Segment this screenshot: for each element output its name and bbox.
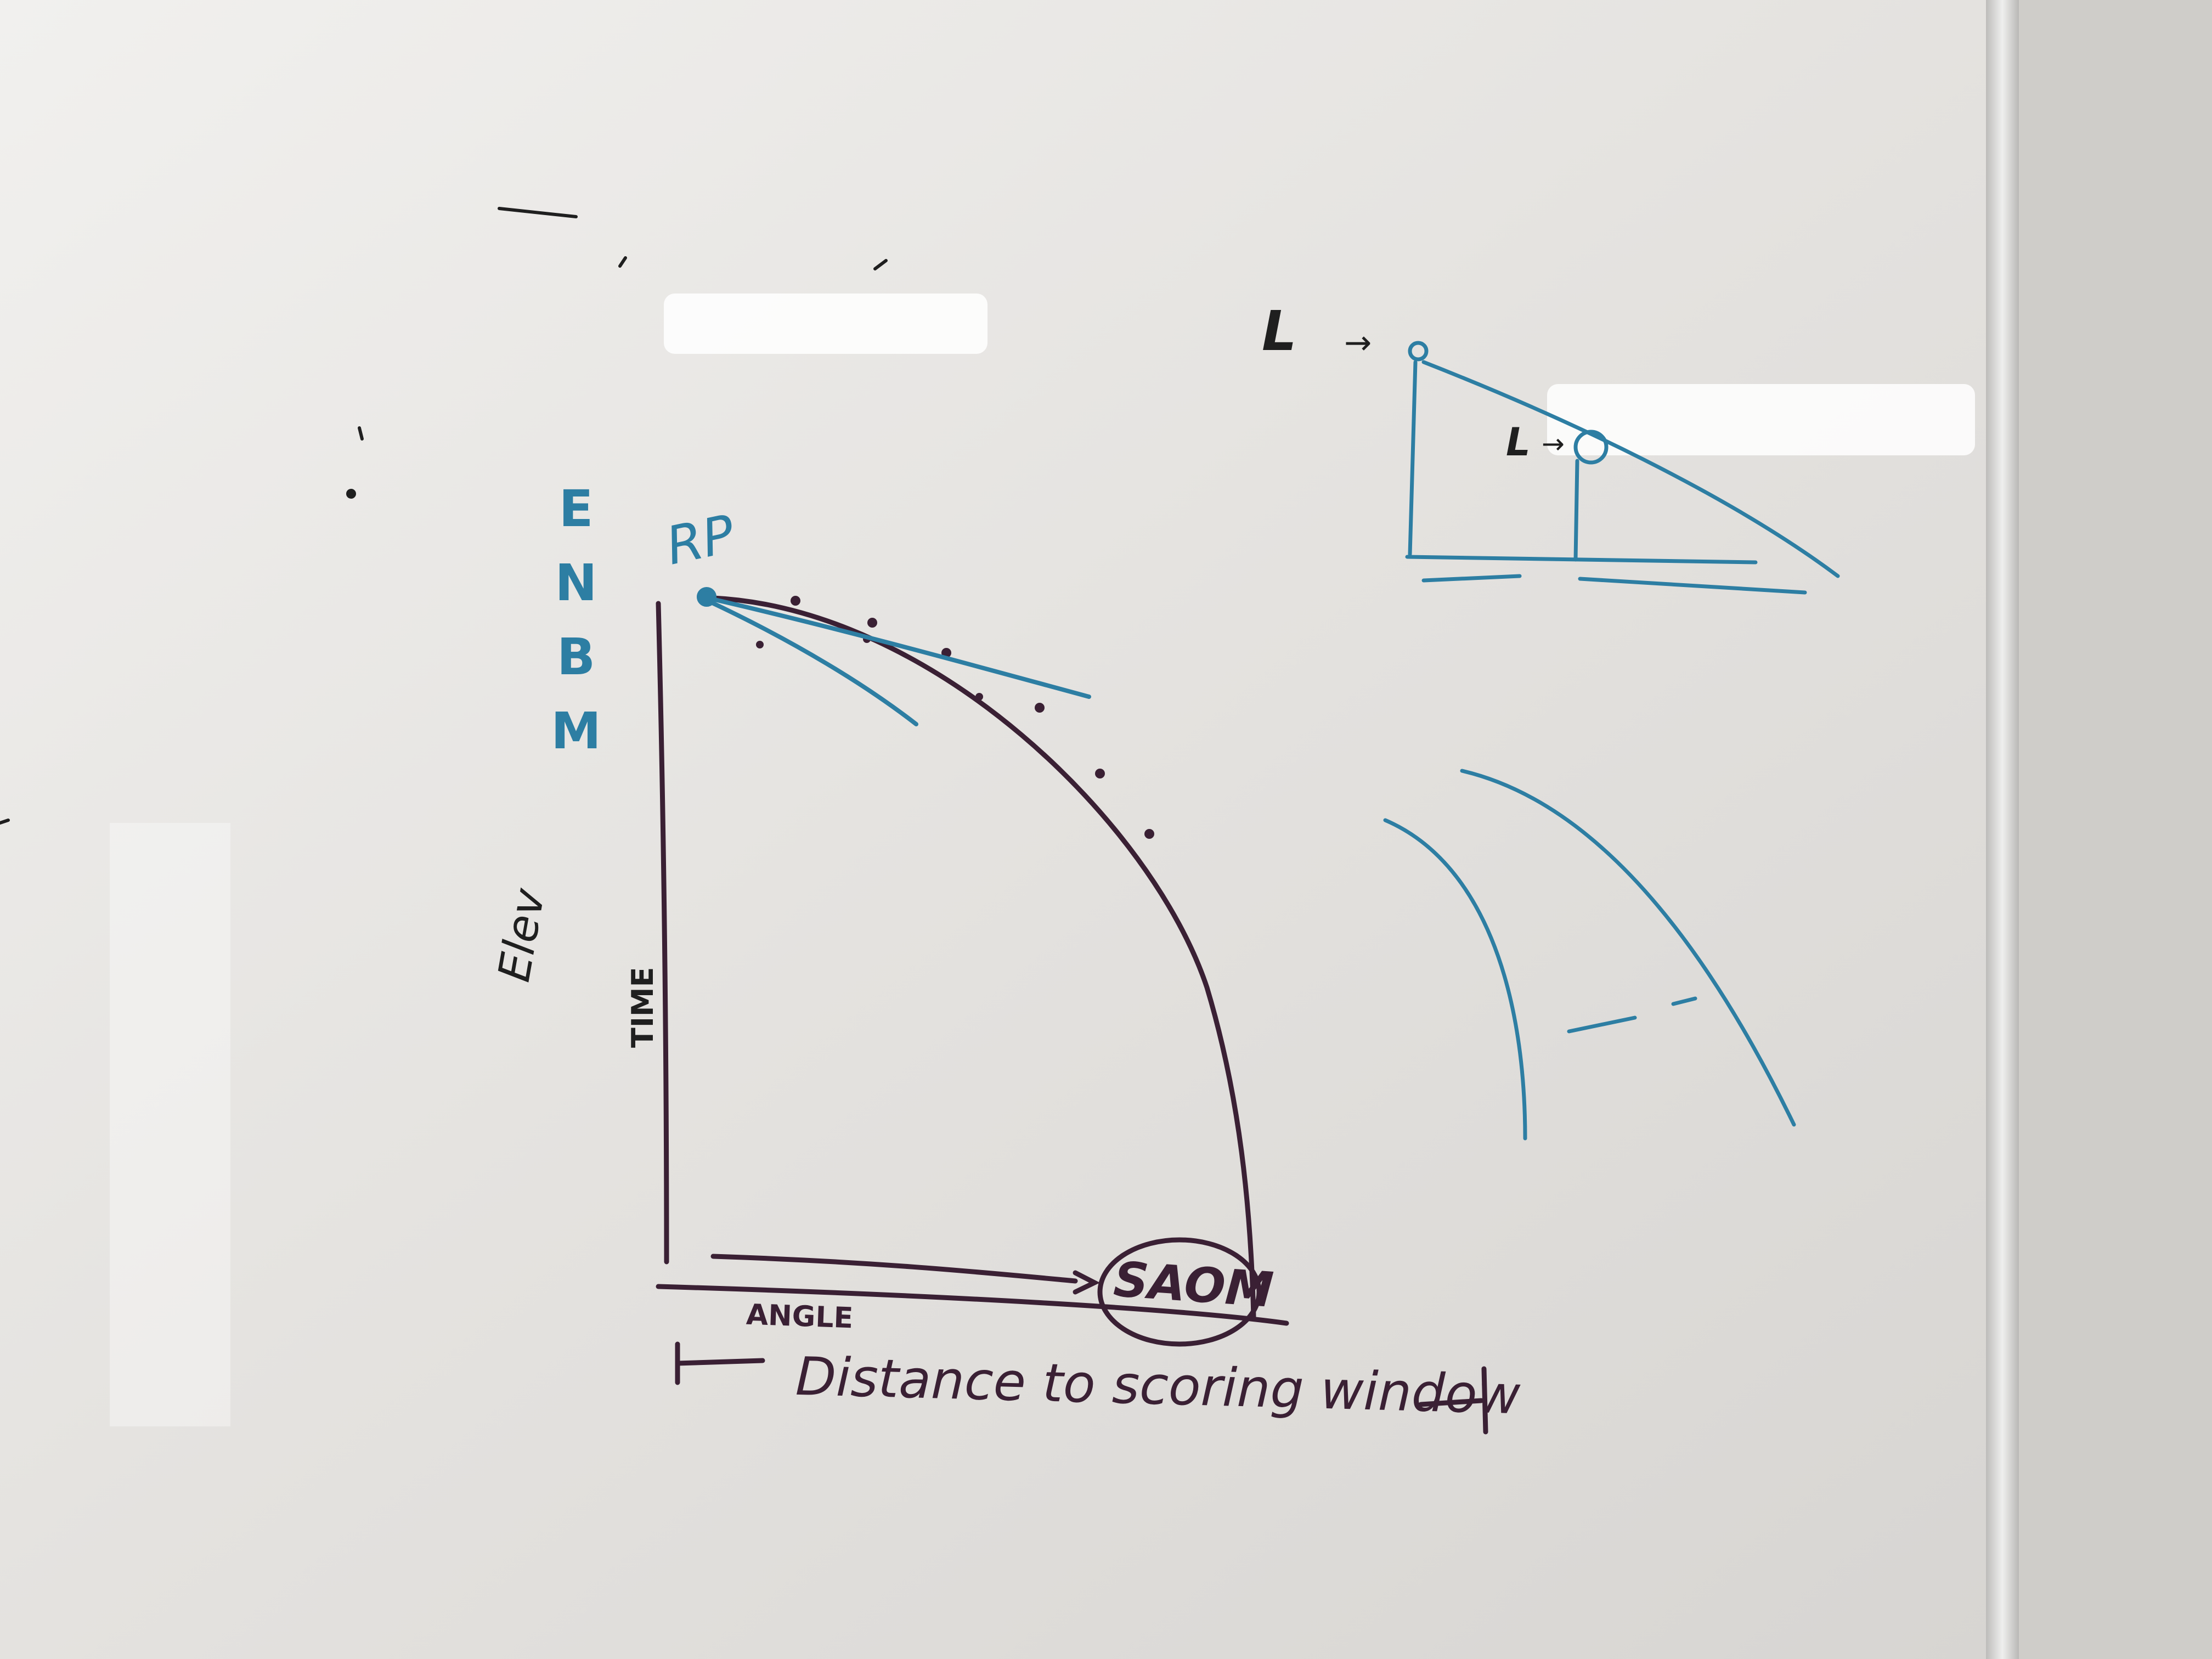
blue-steep-line xyxy=(706,599,918,726)
x-axis-line xyxy=(656,1284,1289,1326)
trajectory-curve xyxy=(710,595,1256,1319)
distance-bracket-left xyxy=(675,1341,765,1385)
triangle-base xyxy=(1405,555,1758,565)
triangle-vertical-mid xyxy=(1573,459,1579,562)
board-frame xyxy=(1986,0,2019,1659)
distance-bracket-right xyxy=(1418,1366,1488,1435)
label-e: E xyxy=(558,479,594,538)
window-reflection xyxy=(110,823,230,1426)
l-lower-label: L xyxy=(1506,420,1531,465)
light-reflection-1 xyxy=(664,294,988,354)
target-label: SAOM xyxy=(1111,1250,1276,1319)
label-m: M xyxy=(551,702,601,760)
l-upper-label: L xyxy=(1262,299,1297,363)
blue-tangent-line xyxy=(706,596,1091,699)
label-n: N xyxy=(555,554,597,612)
time-label: TIME xyxy=(625,967,660,1048)
right-dash-2 xyxy=(1671,996,1697,1006)
right-dash-1 xyxy=(1567,1015,1637,1034)
angle-label: ANGLE xyxy=(746,1298,854,1335)
l-upper-arrow: → xyxy=(1344,324,1372,362)
triangle-vertical-left xyxy=(1408,360,1418,556)
enbm-labels: E N B M xyxy=(543,472,609,768)
triangle-top-point xyxy=(1408,341,1429,362)
label-b: B xyxy=(556,628,596,686)
board-surface xyxy=(0,0,1986,1659)
wall xyxy=(2019,0,2212,1659)
triangle-base-underline xyxy=(1421,574,1807,595)
light-reflection-2 xyxy=(1547,384,1975,455)
rp-point xyxy=(697,587,716,607)
target-circle xyxy=(1097,1237,1262,1347)
stray-marks xyxy=(0,207,888,825)
triangle-hypotenuse xyxy=(1421,360,1840,578)
right-arc-left xyxy=(1383,818,1527,1141)
arrow-to-target xyxy=(710,1254,1078,1284)
l-lower-arrow: → xyxy=(1542,428,1565,460)
y-axis-line xyxy=(656,601,669,1265)
arrow-head xyxy=(1073,1270,1101,1295)
right-arc-right xyxy=(1460,769,1796,1127)
triangle-mid-point xyxy=(1573,430,1609,465)
